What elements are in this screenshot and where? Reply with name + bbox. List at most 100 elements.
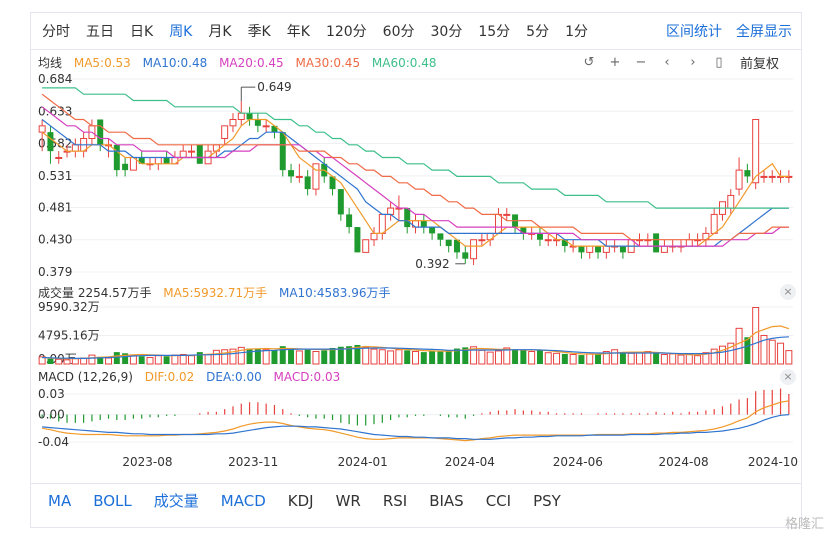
- volume-bar-up: [38, 356, 46, 365]
- tab-10[interactable]: 15分: [478, 24, 511, 40]
- volume-bar-up: [204, 353, 212, 365]
- volume-bar-down: [196, 352, 203, 364]
- x-tick-label: 2023-08: [122, 455, 172, 469]
- indicator-tab-成交量[interactable]: 成交量: [153, 492, 199, 510]
- candle-body-up: [752, 118, 760, 184]
- candle-body-down: [619, 246, 626, 253]
- tab-3[interactable]: 周K: [169, 24, 193, 40]
- candle-body-up: [295, 175, 303, 178]
- volume-bar-up: [503, 347, 511, 365]
- candle-body-up: [38, 125, 46, 133]
- indicator-tab-wr[interactable]: WR: [335, 491, 361, 510]
- tab-5[interactable]: 季K: [247, 24, 271, 40]
- candle-body-up: [362, 239, 370, 253]
- candle-body-up: [312, 163, 320, 190]
- indicator-tab-boll[interactable]: BOLL: [93, 491, 132, 510]
- x-tick-label: 2023-11: [228, 455, 278, 469]
- volume-bar-up: [237, 346, 245, 365]
- price-tick-label: 0.481: [38, 200, 72, 214]
- volume-bar-up: [378, 349, 386, 365]
- candle-body-down: [163, 157, 170, 164]
- indicator-tab-cci[interactable]: CCI: [485, 491, 512, 510]
- indicator-tab-kdj[interactable]: KDJ: [287, 491, 314, 510]
- volume-bar-down: [437, 351, 444, 364]
- volume-tick-label: 9590.32万: [38, 300, 100, 314]
- candle-body-down: [445, 239, 452, 247]
- macd-tick-label: 0.00: [38, 408, 65, 422]
- tab-2[interactable]: 日K: [130, 24, 154, 40]
- volume-bar-up: [387, 350, 395, 365]
- volume-bar-up: [63, 359, 71, 365]
- price-tick-label: 0.582: [38, 137, 72, 151]
- zoom-in-icon[interactable]: +: [609, 54, 621, 70]
- indicator-tab-rsi[interactable]: RSI: [382, 491, 408, 510]
- volume-bar-up: [188, 355, 195, 365]
- dea-legend: DEA:0.00: [206, 370, 262, 384]
- volume-bar-up: [88, 354, 96, 365]
- candle-body-down: [113, 144, 120, 171]
- adjust-mode-button[interactable]: 前复权: [740, 57, 780, 72]
- ma10-legend: MA10:0.48: [142, 56, 208, 70]
- volume-bar-down: [254, 349, 261, 364]
- volume-bar-down: [271, 350, 278, 364]
- volume-bar-up: [627, 352, 635, 365]
- volume-bar-up: [727, 342, 735, 365]
- macd-value-legend: MACD:0.03: [273, 370, 341, 384]
- tab-12[interactable]: 1分: [565, 24, 588, 40]
- volume-bar-down: [163, 356, 170, 364]
- period-tabs: 分时 五日 日K 周K 月K 季K 年K 120分 60分 30分 15分 5分 1分 区间统计 全屏显示: [30, 12, 802, 50]
- tab-8[interactable]: 60分: [382, 24, 415, 40]
- candle-body-down: [122, 163, 129, 171]
- candle-body-down: [453, 239, 460, 253]
- tab-6[interactable]: 年K: [286, 24, 310, 40]
- volume-bar-up: [221, 349, 229, 365]
- volume-bar-down: [595, 354, 602, 364]
- candle-body-down: [404, 208, 411, 228]
- volume-bar-down: [445, 350, 452, 364]
- volume-label: 成交量 2254.57万手: [38, 286, 152, 300]
- x-tick-label: 2024-08: [658, 455, 708, 469]
- tab-7[interactable]: 120分: [325, 24, 367, 40]
- candle-body-up: [685, 239, 693, 247]
- tab-9[interactable]: 30分: [430, 24, 463, 40]
- candle-body-down: [462, 252, 469, 259]
- indicator-tab-bias[interactable]: BIAS: [429, 491, 464, 510]
- tab-1[interactable]: 五日: [86, 24, 114, 40]
- indicator-tab-psy[interactable]: PSY: [533, 491, 561, 510]
- candle-body-up: [387, 207, 395, 215]
- volume-bar-down: [122, 353, 129, 364]
- volume-bar-up: [229, 348, 237, 365]
- candle-body-down: [279, 132, 286, 171]
- volume-bar-up: [710, 348, 718, 365]
- candle-body-down: [346, 214, 353, 228]
- candle-body-down: [271, 125, 278, 133]
- volume-bar-up: [669, 353, 677, 365]
- volume-bar-down: [404, 350, 411, 364]
- candle-body-up: [735, 169, 743, 190]
- end-icon[interactable]: ▯: [715, 54, 723, 70]
- zoom-out-icon[interactable]: −: [635, 54, 647, 70]
- candle-body-down: [437, 233, 444, 240]
- fullscreen-button[interactable]: 全屏显示: [736, 24, 792, 40]
- macd-legend: MACD (12,26,9) DIF:0.02 DEA:0.00 MACD:0.…: [38, 370, 348, 384]
- close-volume-icon[interactable]: ×: [780, 284, 796, 300]
- tab-4[interactable]: 月K: [208, 24, 232, 40]
- tab-11[interactable]: 5分: [526, 24, 550, 40]
- close-macd-icon[interactable]: ×: [780, 369, 796, 385]
- volume-bar-down: [744, 337, 751, 364]
- candle-body-up: [768, 175, 776, 178]
- candle-body-up: [71, 144, 79, 152]
- candle-body-up: [179, 150, 187, 158]
- tab-actions: 区间统计 全屏显示: [652, 12, 792, 50]
- indicator-tab-macd[interactable]: MACD: [220, 491, 266, 510]
- range-stats-button[interactable]: 区间统计: [666, 24, 722, 40]
- indicator-tab-ma[interactable]: MA: [48, 491, 72, 510]
- left-icon[interactable]: ‹: [664, 54, 670, 70]
- right-icon[interactable]: ›: [690, 54, 696, 70]
- volume-bar-up: [412, 351, 419, 365]
- chart-controls: ↺ + − ‹ › ▯ 前复权: [578, 53, 780, 73]
- volume-bar-down: [329, 347, 336, 364]
- tab-0[interactable]: 分时: [42, 24, 70, 40]
- volume-bar-up: [702, 352, 710, 365]
- rewind-icon[interactable]: ↺: [583, 54, 595, 70]
